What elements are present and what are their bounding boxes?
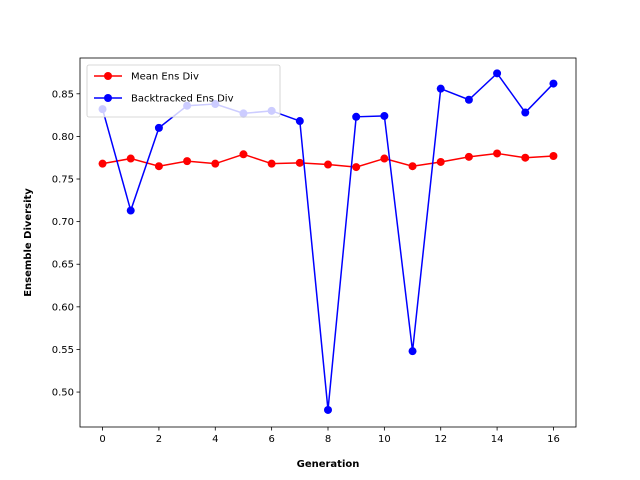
data-point-backtracked-ens-div bbox=[154, 123, 163, 132]
x-tick-label: 2 bbox=[156, 434, 162, 445]
x-axis-label: Generation bbox=[297, 459, 360, 470]
legend-label: Backtracked Ens Div bbox=[131, 94, 234, 105]
data-point-mean-ens-div bbox=[521, 153, 530, 162]
data-point-backtracked-ens-div bbox=[126, 206, 135, 215]
y-axis-ticks: 0.50 0.55 0.60 0.65 0.70 0.75 0.80 0.85 bbox=[52, 89, 80, 399]
y-tick-label: 0.80 bbox=[52, 132, 74, 143]
y-axis-label: Ensemble Diversity bbox=[23, 188, 34, 297]
legend: Mean Ens Div Backtracked Ens Div bbox=[86, 64, 281, 118]
data-point-mean-ens-div bbox=[98, 159, 107, 168]
legend-label: Mean Ens Div bbox=[131, 72, 199, 83]
y-tick-label: 0.65 bbox=[52, 260, 74, 271]
data-point-backtracked-ens-div bbox=[352, 112, 361, 121]
data-point-backtracked-ens-div bbox=[464, 95, 473, 104]
data-point-mean-ens-div bbox=[549, 152, 558, 161]
data-point-mean-ens-div bbox=[493, 149, 502, 158]
x-tick-label: 0 bbox=[99, 434, 105, 445]
data-point-mean-ens-div bbox=[436, 157, 445, 166]
x-axis-ticks: 0 2 4 6 8 10 12 14 16 bbox=[99, 427, 560, 445]
series-layer bbox=[98, 69, 558, 414]
y-tick-label: 0.85 bbox=[52, 89, 74, 100]
data-point-mean-ens-div bbox=[267, 159, 276, 168]
data-point-mean-ens-div bbox=[239, 150, 248, 159]
data-point-backtracked-ens-div bbox=[324, 405, 332, 414]
data-point-mean-ens-div bbox=[154, 162, 163, 171]
x-tick-label: 12 bbox=[434, 434, 447, 445]
x-tick-label: 14 bbox=[491, 434, 504, 445]
data-point-mean-ens-div bbox=[295, 158, 304, 167]
data-point-backtracked-ens-div bbox=[295, 117, 304, 126]
data-point-mean-ens-div bbox=[126, 154, 135, 163]
data-point-backtracked-ens-div bbox=[521, 108, 530, 117]
y-tick-label: 0.75 bbox=[52, 175, 74, 186]
data-point-backtracked-ens-div bbox=[380, 111, 389, 120]
x-tick-label: 6 bbox=[268, 434, 274, 445]
x-tick-label: 4 bbox=[212, 434, 218, 445]
y-tick-label: 0.70 bbox=[52, 217, 74, 228]
legend-box bbox=[86, 64, 281, 118]
axes-frame bbox=[79, 57, 577, 428]
data-point-backtracked-ens-div bbox=[408, 347, 417, 356]
legend-marker bbox=[104, 72, 112, 80]
data-point-backtracked-ens-div bbox=[436, 84, 445, 93]
data-point-backtracked-ens-div bbox=[493, 69, 502, 78]
data-point-mean-ens-div bbox=[183, 157, 192, 166]
y-tick-label: 0.60 bbox=[52, 302, 74, 313]
data-point-mean-ens-div bbox=[408, 162, 417, 171]
data-point-backtracked-ens-div bbox=[549, 79, 558, 88]
data-point-mean-ens-div bbox=[211, 159, 220, 168]
data-point-mean-ens-div bbox=[324, 160, 332, 169]
legend-marker bbox=[104, 94, 112, 102]
x-tick-label: 8 bbox=[325, 434, 331, 445]
y-tick-label: 0.55 bbox=[52, 345, 74, 356]
data-point-mean-ens-div bbox=[352, 163, 361, 172]
data-point-mean-ens-div bbox=[464, 152, 473, 161]
x-tick-label: 10 bbox=[378, 434, 391, 445]
y-tick-label: 0.50 bbox=[52, 388, 74, 399]
data-point-mean-ens-div bbox=[380, 154, 389, 163]
x-tick-label: 16 bbox=[547, 434, 560, 445]
